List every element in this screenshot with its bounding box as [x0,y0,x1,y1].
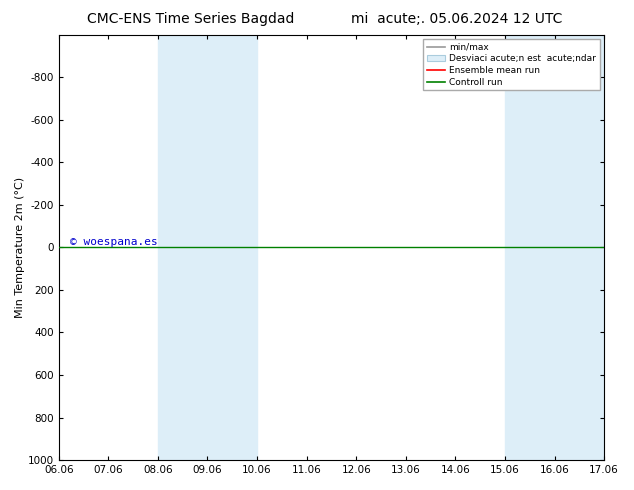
Text: © woespana.es: © woespana.es [70,237,157,247]
Text: mi  acute;. 05.06.2024 12 UTC: mi acute;. 05.06.2024 12 UTC [351,12,562,26]
Text: CMC-ENS Time Series Bagdad: CMC-ENS Time Series Bagdad [86,12,294,26]
Legend: min/max, Desviaci acute;n est  acute;ndar, Ensemble mean run, Controll run: min/max, Desviaci acute;n est acute;ndar… [423,39,600,91]
Y-axis label: Min Temperature 2m (°C): Min Temperature 2m (°C) [15,177,25,318]
Bar [158,35,257,460]
Bar [505,35,604,460]
